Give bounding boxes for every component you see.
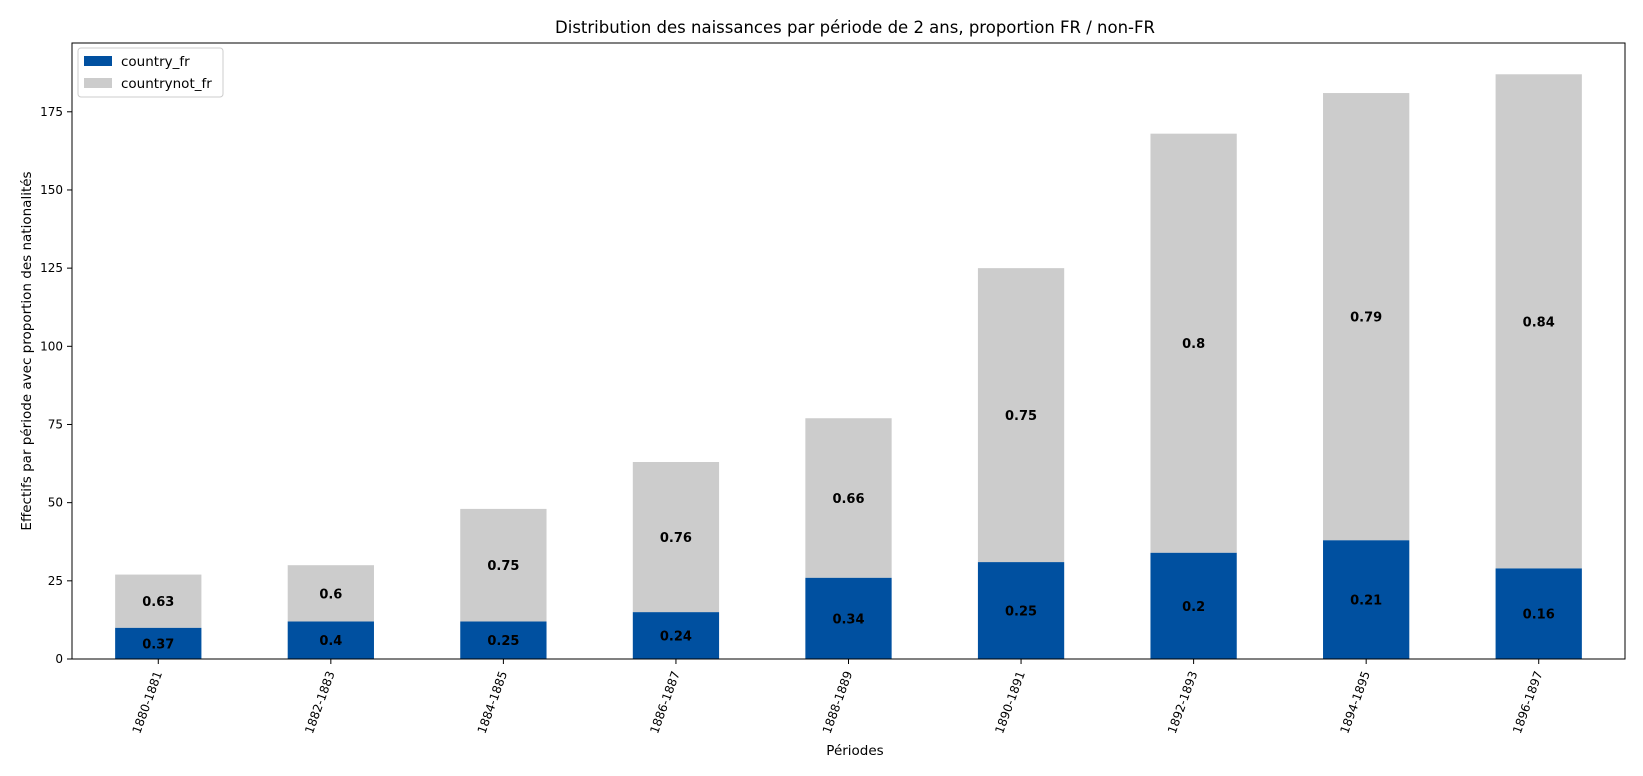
- legend: country_fr countrynot_fr: [77, 47, 224, 98]
- bar-value-label: 0.75: [487, 559, 519, 574]
- bar-value-label: 0.34: [832, 612, 864, 627]
- x-axis: 1880-1881 1882-1883 1884-1885 1886-1887 1888…: [130, 659, 1546, 736]
- y-tick-label: 175: [40, 105, 63, 119]
- x-tick-label: 1894-1895: [1337, 669, 1373, 735]
- bars-group: [115, 74, 1582, 659]
- legend-entry-country_fr: country_fr: [121, 54, 190, 70]
- bar-countrynot_fr-1896-1897: [1495, 74, 1582, 569]
- bar-country_fr-1896-1897: [1495, 568, 1582, 659]
- y-tick-label: 25: [48, 574, 63, 588]
- bar-value-label: 0.4: [319, 634, 342, 649]
- bar-countrynot_fr-1884-1885: [460, 508, 547, 622]
- y-tick-label: 75: [48, 417, 63, 431]
- y-tick-label: 150: [40, 183, 63, 197]
- bar-countrynot_fr-1894-1895: [1323, 93, 1410, 541]
- x-tick-label: 1890-1891: [992, 669, 1028, 735]
- bar-value-label: 0.76: [660, 531, 692, 546]
- bar-countrynot_fr-1890-1891: [977, 268, 1065, 563]
- bar-value-label: 0.25: [1005, 605, 1037, 620]
- bar-countrynot_fr-1882-1883: [287, 565, 374, 622]
- bar-country_fr-1884-1885: [460, 621, 547, 659]
- legend-entry-countrynot_fr: countrynot_fr: [121, 76, 212, 92]
- bar-value-label: 0.75: [1005, 409, 1037, 424]
- bar-country_fr-1888-1889: [805, 577, 892, 659]
- bar-value-label: 0.84: [1523, 315, 1555, 330]
- bar-value-label: 0.66: [832, 492, 864, 507]
- bar-country_fr-1886-1887: [632, 612, 720, 659]
- bar-value-label: 0.63: [142, 595, 174, 610]
- y-tick-label: 0: [55, 652, 63, 666]
- y-axis-label: Effectifs par période avec proportion de…: [19, 171, 35, 530]
- bar-value-label: 0.79: [1350, 311, 1382, 326]
- bar-country_fr-1880-1881: [115, 627, 202, 659]
- legend-swatch-country_fr: [84, 56, 112, 66]
- bar-country_fr-1892-1893: [1150, 552, 1237, 659]
- y-tick-label: 50: [48, 496, 63, 510]
- bar-value-label: 0.37: [142, 637, 174, 652]
- bar-value-label: 0.25: [487, 634, 519, 649]
- bar-country_fr-1882-1883: [287, 621, 374, 659]
- bar-value-label: 0.2: [1182, 600, 1205, 615]
- x-tick-label: 1882-1883: [302, 669, 338, 735]
- y-tick-label: 100: [40, 339, 63, 353]
- bar-country_fr-1890-1891: [977, 562, 1065, 659]
- x-tick-label: 1896-1897: [1510, 669, 1546, 735]
- bar-value-label: 0.16: [1523, 608, 1555, 623]
- chart-title: Distribution des naissances par période …: [555, 18, 1155, 37]
- bar-countrynot_fr-1886-1887: [632, 462, 720, 613]
- y-tick-label: 125: [40, 261, 63, 275]
- bar-countrynot_fr-1892-1893: [1150, 133, 1237, 553]
- bar-value-label: 0.6: [319, 587, 342, 602]
- bar-value-label: 0.8: [1182, 337, 1205, 352]
- bar-labels-group: 0.37 0.4 0.25 0.24 0.34 0.25 0.2 0.21 0.16 0.63 0.…: [142, 311, 1555, 653]
- y-axis: 0 25 50 75 100 125 150 175: [40, 105, 72, 666]
- legend-box: [77, 47, 224, 98]
- x-tick-label: 1892-1893: [1165, 669, 1201, 735]
- x-axis-label: Périodes: [826, 743, 883, 759]
- legend-swatch-countrynot_fr: [84, 78, 112, 88]
- x-tick-label: 1880-1881: [130, 669, 166, 735]
- bar-value-label: 0.24: [660, 630, 692, 645]
- x-tick-label: 1886-1887: [647, 669, 683, 735]
- x-tick-label: 1884-1885: [475, 669, 511, 735]
- bar-countrynot_fr-1888-1889: [805, 418, 892, 578]
- bar-countrynot_fr-1880-1881: [115, 574, 202, 628]
- bar-value-label: 0.21: [1350, 594, 1382, 609]
- bar-country_fr-1894-1895: [1323, 540, 1410, 659]
- x-tick-label: 1888-1889: [820, 669, 856, 735]
